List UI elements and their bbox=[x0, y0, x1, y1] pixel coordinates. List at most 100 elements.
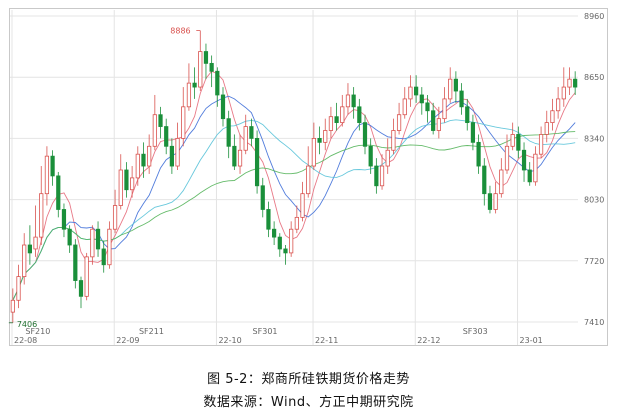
candle bbox=[186, 63, 192, 111]
candle bbox=[487, 185, 493, 214]
candle bbox=[351, 87, 356, 119]
candle bbox=[465, 98, 470, 131]
candle bbox=[493, 181, 498, 214]
candle bbox=[243, 114, 248, 155]
candle-body-up bbox=[181, 106, 186, 139]
candle-body-up bbox=[340, 106, 345, 124]
candle bbox=[334, 102, 339, 131]
candle-body-down bbox=[61, 209, 67, 230]
candle bbox=[567, 67, 572, 95]
x-tick-label: 23-01 bbox=[520, 336, 543, 345]
candle-body-up bbox=[391, 130, 396, 151]
candle bbox=[419, 87, 424, 115]
candle-body-down bbox=[158, 114, 163, 127]
x-tick-label: 22-11 bbox=[315, 336, 338, 345]
y-tick-label: 7720 bbox=[584, 257, 604, 266]
candle-body-down bbox=[272, 228, 277, 238]
candle bbox=[504, 134, 510, 174]
candle bbox=[10, 288, 15, 323]
annotation-label-high: 8886 bbox=[170, 27, 190, 36]
candle-body-down bbox=[164, 126, 169, 147]
candle-body-down bbox=[50, 155, 55, 177]
candle-body-up bbox=[323, 130, 328, 143]
candle-body-up bbox=[379, 165, 385, 187]
y-tick-label: 8030 bbox=[584, 196, 604, 205]
candle-body-up bbox=[311, 137, 316, 167]
candle bbox=[328, 106, 334, 139]
candle bbox=[135, 146, 140, 186]
candle bbox=[385, 138, 390, 174]
candle bbox=[101, 241, 106, 273]
candle bbox=[95, 221, 101, 257]
candle-body-up bbox=[44, 155, 50, 195]
candle bbox=[317, 126, 322, 155]
candle bbox=[254, 130, 260, 194]
candle-body-up bbox=[237, 149, 243, 167]
candle bbox=[152, 94, 157, 151]
candle bbox=[300, 181, 305, 222]
candle bbox=[272, 221, 277, 246]
candle bbox=[141, 142, 146, 178]
candle bbox=[260, 177, 265, 218]
candle bbox=[277, 233, 282, 257]
candle bbox=[107, 221, 112, 269]
candle bbox=[425, 94, 430, 123]
candle-body-up bbox=[533, 153, 538, 183]
candle bbox=[84, 252, 89, 301]
candle bbox=[414, 75, 419, 103]
candle-body-up bbox=[112, 205, 118, 230]
candle-body-up bbox=[385, 149, 390, 167]
candle-body-up bbox=[538, 134, 544, 155]
candle bbox=[158, 106, 163, 139]
candle-body-up bbox=[306, 165, 311, 195]
candle-body-up bbox=[510, 134, 515, 147]
candle-body-up bbox=[448, 78, 453, 100]
candle bbox=[16, 264, 21, 309]
candle bbox=[402, 87, 407, 119]
candle bbox=[203, 43, 209, 80]
candle bbox=[362, 114, 368, 155]
candle-body-down bbox=[73, 244, 78, 281]
y-tick-label: 8650 bbox=[584, 73, 604, 82]
candle bbox=[50, 150, 55, 186]
x-tick-label: 22-12 bbox=[417, 336, 440, 345]
candle-body-down bbox=[419, 94, 424, 104]
candle-body-down bbox=[283, 248, 288, 254]
candle-body-down bbox=[453, 78, 458, 92]
candle bbox=[90, 225, 95, 265]
candle bbox=[499, 158, 504, 198]
candle-body-up bbox=[243, 126, 248, 151]
candle-body-up bbox=[499, 169, 504, 195]
candle bbox=[533, 146, 538, 186]
candle bbox=[442, 87, 447, 123]
figure-source: 数据来源：Wind、方正中期研究院 bbox=[203, 395, 414, 410]
candle-body-up bbox=[90, 228, 95, 258]
candle bbox=[379, 154, 385, 190]
candle bbox=[561, 67, 566, 107]
candle bbox=[73, 239, 78, 289]
candle-body-down bbox=[465, 106, 470, 124]
candle bbox=[453, 71, 458, 103]
candle-body-up bbox=[504, 145, 510, 171]
ma-line-5 bbox=[12, 70, 576, 301]
candle-body-up bbox=[402, 98, 407, 116]
y-tick-label: 8960 bbox=[584, 12, 604, 21]
candle bbox=[357, 98, 362, 131]
candle bbox=[374, 158, 379, 194]
candle bbox=[538, 126, 544, 159]
candle-body-up bbox=[408, 86, 413, 100]
candle-body-down bbox=[95, 228, 101, 250]
candle bbox=[408, 75, 413, 107]
ma-line-40 bbox=[12, 131, 576, 301]
candle bbox=[33, 205, 38, 257]
candle-body-down bbox=[374, 165, 379, 187]
price-annotations: 8886 7406 bbox=[8, 27, 201, 329]
candle-body-up bbox=[107, 228, 112, 266]
candle bbox=[249, 118, 254, 147]
candle-body-up bbox=[130, 177, 135, 191]
candle-body-up bbox=[567, 78, 572, 88]
candle bbox=[130, 166, 135, 198]
candle-body-down bbox=[362, 122, 368, 147]
candle-body-down bbox=[425, 102, 430, 112]
candle bbox=[237, 134, 243, 174]
